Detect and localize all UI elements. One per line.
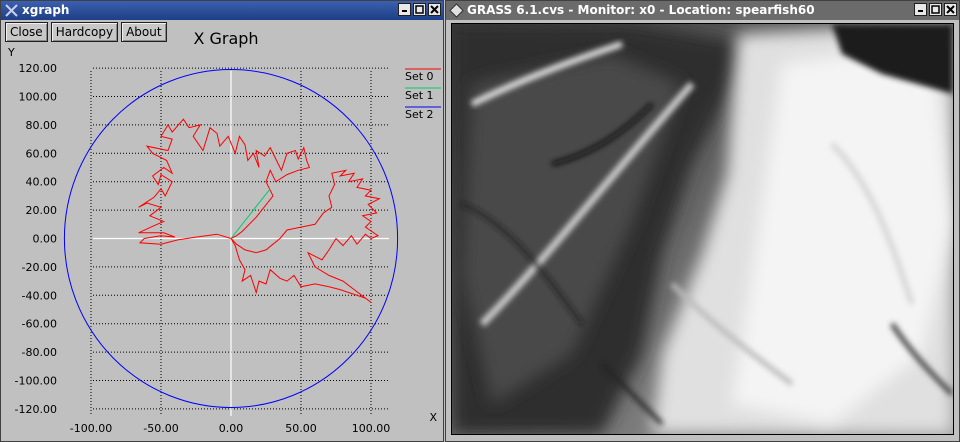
x-tick-label: -100.00 [70, 422, 112, 435]
close-button[interactable]: Close [5, 22, 48, 42]
y-tick-label: 100.00 [19, 91, 58, 104]
xgraph-window: xgraph Close Hardcopy About X Graph -100… [0, 0, 444, 442]
maximize-button[interactable] [413, 3, 426, 16]
close-window-button[interactable] [428, 3, 441, 16]
y-tick-label: -120.00 [15, 403, 57, 416]
y-tick-label: -80.00 [22, 346, 57, 359]
y-axis-label: Y [7, 46, 15, 59]
series-set-2-circle [63, 69, 399, 408]
y-tick-label: -40.00 [22, 289, 57, 302]
series-set-1-line [230, 188, 271, 239]
legend-label: Set 0 [405, 70, 434, 83]
grass-maximize-button[interactable] [929, 3, 942, 16]
grass-window-title: GRASS 6.1.cvs - Monitor: x0 - Location: … [467, 3, 815, 17]
y-tick-label: 80.00 [26, 119, 58, 132]
grass-close-button[interactable] [944, 3, 957, 16]
minimize-button[interactable] [398, 3, 411, 16]
y-tick-label: 40.00 [26, 176, 58, 189]
grass-map-canvas[interactable] [451, 23, 954, 435]
shaded-relief-raster [452, 24, 954, 434]
x-tick-label: 0.00 [219, 422, 244, 435]
x-tick-label: 50.00 [285, 422, 317, 435]
about-button[interactable]: About [121, 22, 167, 42]
grass-monitor-window: GRASS 6.1.cvs - Monitor: x0 - Location: … [445, 0, 960, 442]
y-tick-label: 0.00 [33, 233, 58, 246]
y-tick-label: 20.00 [26, 204, 58, 217]
legend-label: Set 1 [405, 89, 434, 102]
y-tick-label: 60.00 [26, 147, 58, 160]
xgraph-window-title: xgraph [22, 3, 70, 17]
y-tick-label: -100.00 [15, 375, 57, 388]
legend-label: Set 2 [405, 108, 434, 121]
y-tick-label: -20.00 [22, 261, 57, 274]
xgraph-titlebar[interactable]: xgraph [1, 1, 443, 20]
polar-plot: -100.00 -50.00 0.00 50.00 100.00 120.00 100.00… [7, 46, 441, 435]
x-tick-label: -50.00 [143, 422, 178, 435]
x-axis-label: X [429, 411, 437, 424]
xgraph-toolbar: Close Hardcopy About [5, 22, 167, 42]
hardcopy-button[interactable]: Hardcopy [50, 22, 119, 42]
xgraph-app-icon [4, 3, 19, 18]
y-tick-label: -60.00 [22, 318, 57, 331]
x-tick-label: 100.00 [352, 422, 391, 435]
y-tick-label: 120.00 [19, 62, 58, 75]
grass-minimize-button[interactable] [914, 3, 927, 16]
grass-titlebar[interactable]: GRASS 6.1.cvs - Monitor: x0 - Location: … [446, 1, 959, 20]
series-set-0-line [138, 118, 381, 303]
grass-app-icon [449, 3, 464, 18]
graph-title: X Graph [193, 29, 259, 48]
